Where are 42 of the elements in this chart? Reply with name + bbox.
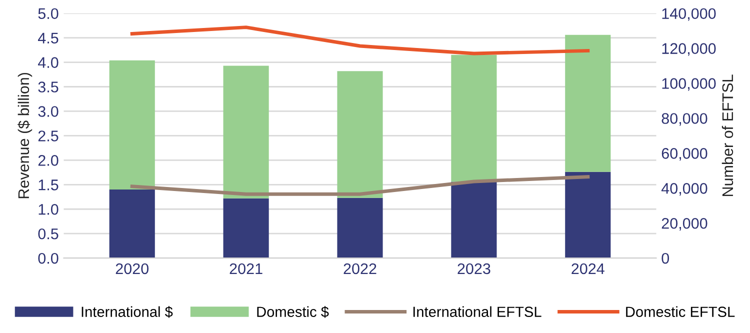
legend-label: International EFTSL <box>413 306 542 317</box>
y2-axis-title: Number of EFTSL <box>722 74 734 196</box>
y-axis-title: Revenue ($ billion) <box>18 72 32 198</box>
line-series <box>130 26 590 56</box>
y2-tick-label: 20,000 <box>662 218 708 231</box>
bar <box>223 66 269 198</box>
line-series <box>130 175 590 196</box>
y-tick-label: 1.5 <box>38 180 58 190</box>
bar <box>451 54 497 182</box>
y2-tick-label: 140,000 <box>662 8 716 21</box>
legend-label: Domestic $ <box>257 306 329 318</box>
y-tick-label: 3.0 <box>38 106 58 117</box>
bar <box>337 71 383 198</box>
legend-label: Domestic EFTSL <box>626 306 735 317</box>
bar <box>565 172 611 258</box>
bar <box>223 198 269 258</box>
y-tick-label: 2.0 <box>38 155 58 166</box>
y2-tick-label: 80,000 <box>662 113 708 126</box>
bar <box>451 182 497 258</box>
y2-tick-label: 100,000 <box>662 78 716 91</box>
legend-label: International $ <box>82 306 173 318</box>
y-tick-label: 0.5 <box>38 228 58 240</box>
y2-tick-label: 40,000 <box>661 183 708 196</box>
x-tick-label: 2021 <box>230 263 262 274</box>
x-tick-label: 2024 <box>572 263 604 274</box>
y-tick-label: 1.0 <box>38 204 58 215</box>
y2-tick-label: 120,000 <box>662 43 716 56</box>
y2-tick-label: 0 <box>662 252 670 264</box>
y2-tick-label: 60,000 <box>662 148 708 161</box>
y-tick-label: 4.0 <box>38 57 58 68</box>
x-tick-label: 2023 <box>458 263 490 274</box>
x-tick-label: 2022 <box>344 263 376 274</box>
bar <box>565 34 611 172</box>
y-tick-label: 2.5 <box>38 130 58 142</box>
y-tick-label: 3.5 <box>38 82 58 92</box>
x-tick-label: 2020 <box>116 263 149 274</box>
y-tick-label: 0.0 <box>38 252 58 264</box>
y-tick-label: 4.5 <box>38 32 58 44</box>
bar <box>337 198 383 258</box>
bar <box>109 190 155 258</box>
bar <box>109 60 155 190</box>
y-tick-label: 5.0 <box>38 8 58 20</box>
